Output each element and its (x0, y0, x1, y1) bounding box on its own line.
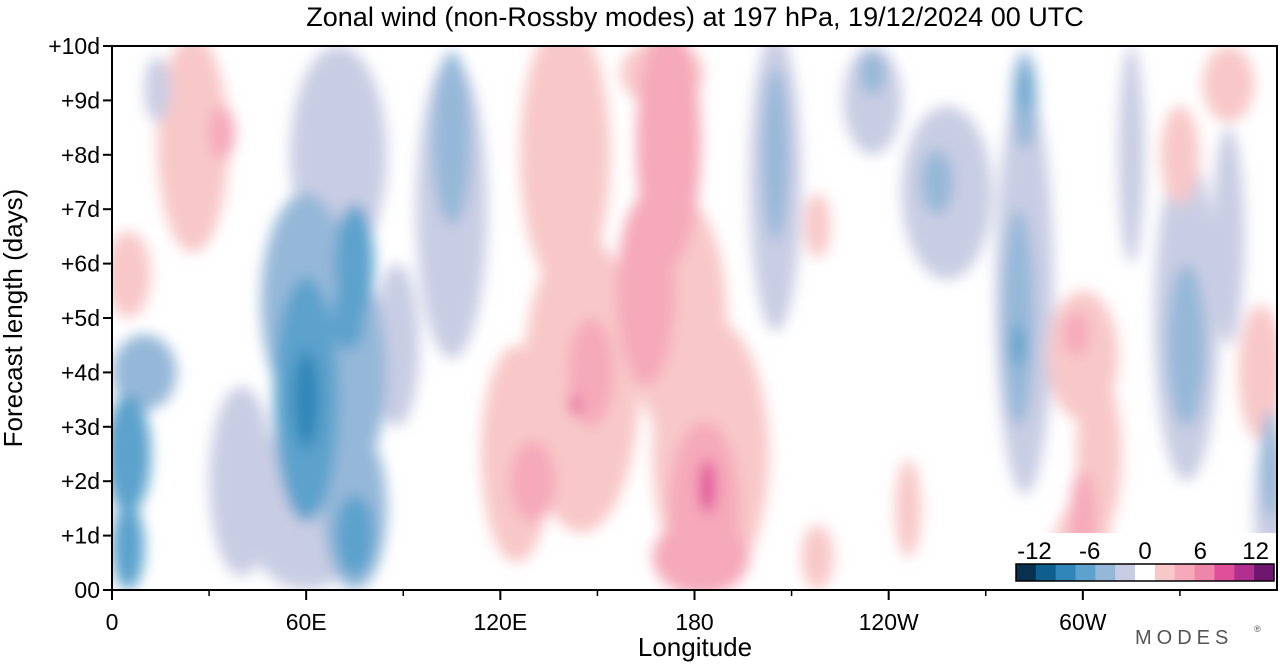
westerly-anomaly-blob (568, 318, 614, 427)
y-tick-label: +2d (61, 468, 100, 494)
westerly-anomaly-blob (1238, 304, 1277, 441)
westerly-anomaly-blob (209, 105, 235, 161)
easterly-anomaly-blob (112, 334, 177, 411)
colorbar-swatch (1254, 564, 1275, 581)
x-tick-label: 120W (859, 609, 919, 635)
easterly-anomaly-blob (921, 149, 954, 215)
easterly-anomaly-blob (432, 51, 472, 226)
x-axis: 0 60E 120E 180 120W 60W (106, 590, 1181, 635)
westerly-anomaly-blob (1160, 105, 1200, 204)
colorbar-swatch (1154, 564, 1176, 581)
easterly-anomaly-blob (1260, 410, 1277, 520)
y-tick-label: +4d (61, 359, 100, 385)
colorbar-swatch (1016, 564, 1037, 581)
westerly-anomaly-blob (801, 524, 834, 590)
easterly-anomaly-blob (1019, 67, 1030, 112)
westerly-anomaly-blob (112, 230, 151, 318)
westerly-anomaly-blob (1063, 312, 1090, 357)
easterly-anomaly-blob (1001, 209, 1035, 427)
y-tick-label: 00 (74, 577, 100, 603)
easterly-anomaly-blob (859, 51, 886, 95)
y-tick-label: +10d (48, 33, 100, 59)
colorbar-swatch (1075, 564, 1096, 581)
easterly-anomaly-blob (1166, 263, 1206, 427)
y-tick-label: +5d (61, 305, 100, 331)
colorbar-legend: -12 -6 0 6 12 (1008, 533, 1276, 589)
chart-title: Zonal wind (non-Rossby modes) at 197 hPa… (306, 2, 1083, 32)
colorbar-swatch (1115, 564, 1136, 581)
colorbar-swatch (1095, 564, 1116, 581)
x-tick-label: 60E (286, 609, 327, 635)
easterly-anomaly-blob (293, 350, 320, 449)
y-tick-label: +9d (61, 87, 100, 113)
westerly-anomaly-blob (699, 459, 716, 514)
westerly-anomaly-blob (804, 192, 831, 259)
x-tick-label: 0 (106, 609, 119, 635)
westerly-anomaly-blob (569, 394, 580, 416)
easterly-anomaly-blob (843, 46, 902, 155)
y-tick-label: +7d (61, 196, 100, 222)
colorbar-tick-label: 12 (1242, 538, 1269, 565)
x-tick-label: 180 (675, 609, 713, 635)
y-tick-label: +1d (61, 523, 100, 549)
y-tick-label: +3d (61, 414, 100, 440)
westerly-anomaly-blob (157, 46, 229, 253)
easterly-anomaly-blob (332, 285, 365, 351)
wind-anomaly-blobs (112, 46, 1277, 590)
easterly-anomaly-blob (1118, 46, 1145, 264)
x-axis-label: Longitude (638, 632, 752, 662)
wind-field (112, 46, 1277, 590)
westerly-anomaly-blob (652, 519, 750, 590)
colorbar-swatch (1214, 564, 1235, 581)
y-axis: 00 +1d +2d +3d +4d +5d +6d +7d +8d +9d +10d (48, 33, 112, 603)
easterly-anomaly-blob (112, 394, 151, 514)
colorbar-swatch (1035, 564, 1057, 581)
colorbar-swatch (1174, 564, 1196, 581)
colorbar-frame (1015, 563, 1275, 582)
colorbar-swatch (1234, 564, 1255, 581)
registered-mark: ® (1254, 624, 1261, 634)
colorbar-tick-label: -6 (1079, 538, 1100, 565)
easterly-anomaly-blob (112, 502, 145, 590)
x-tick-label: 60W (1059, 609, 1107, 635)
x-tick-label: 120E (473, 609, 527, 635)
y-tick-label: +6d (61, 251, 100, 277)
colorbar-tick-label: 0 (1138, 538, 1151, 565)
y-tick-label: +8d (61, 142, 100, 168)
westerly-anomaly-blob (519, 46, 611, 291)
y-axis-label: Forecast length (days) (0, 189, 28, 448)
westerly-anomaly-blob (895, 459, 922, 558)
colorbar-swatch (1135, 564, 1156, 581)
westerly-anomaly-blob (510, 440, 556, 522)
modes-logo: MODES (1135, 627, 1233, 649)
colorbar-swatch (1055, 564, 1077, 581)
easterly-anomaly-blob (1212, 127, 1245, 346)
easterly-anomaly-blob (762, 67, 789, 242)
colorbar-tick-label: -12 (1017, 538, 1052, 565)
easterly-anomaly-blob (335, 494, 375, 577)
colorbar-tick-label: 6 (1194, 538, 1207, 565)
easterly-anomaly-blob (144, 56, 171, 123)
easterly-anomaly-blob (1011, 323, 1025, 367)
westerly-anomaly-blob (1202, 46, 1255, 123)
westerly-anomaly-blob (616, 195, 676, 386)
colorbar-swatch (1194, 564, 1215, 581)
